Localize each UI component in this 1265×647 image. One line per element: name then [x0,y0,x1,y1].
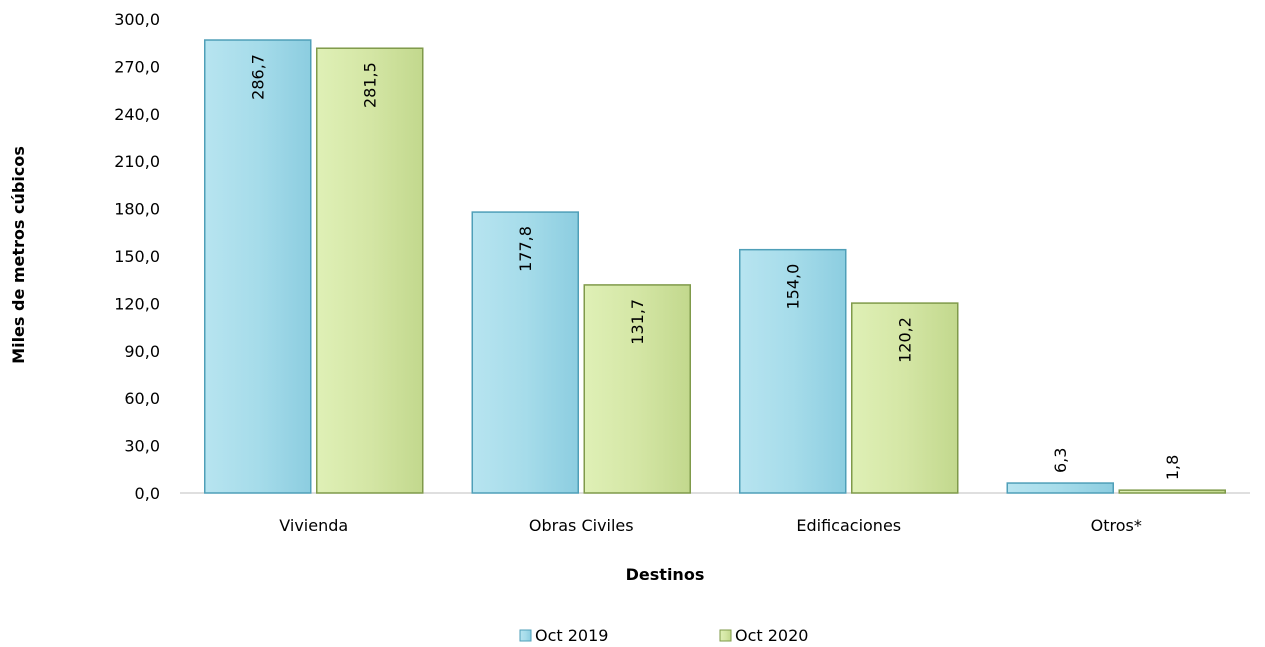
y-axis: 0,0 30,0 60,0 90,0 120,0 150,0 180,0 210,0 240,0… [114,10,160,503]
x-tick-label: Otros* [1091,516,1142,535]
y-tick-label: 90,0 [124,342,160,361]
data-label: 154,0 [784,264,803,310]
y-tick-label: 60,0 [124,389,160,408]
data-label: 286,7 [249,54,268,100]
bar-oct-2019 [204,39,312,494]
data-label: 6,3 [1051,448,1070,473]
y-tick-label: 210,0 [114,152,160,171]
data-label: 281,5 [361,62,380,108]
y-tick-label: 240,0 [114,105,160,124]
x-tick-label: Edificaciones [796,516,901,535]
x-axis: Vivienda Obras Civiles Edificaciones Otros* [180,492,1250,535]
data-label: 120,2 [896,317,915,363]
y-tick-label: 120,0 [114,294,160,313]
bar-oct-2020 [316,47,424,494]
bars [204,39,1226,494]
y-tick-label: 270,0 [114,57,160,76]
y-axis-title: Miles de metros cúbicos [9,146,28,364]
legend-swatch-oct-2019 [519,629,532,642]
x-tick-label: Vivienda [279,516,348,535]
legend: Oct 2019 Oct 2020 [519,626,808,645]
bar-oct-2019 [1006,482,1114,494]
data-labels: 286,7 281,5 177,8 131,7 154,0 120,2 6,3 1,8 [249,54,1183,480]
data-label: 1,8 [1163,455,1182,480]
x-axis-title: Destinos [626,565,705,584]
legend-label-oct-2019: Oct 2019 [535,626,608,645]
y-tick-label: 300,0 [114,10,160,29]
bar-oct-2020 [1118,489,1226,494]
bar-oct-2020 [851,302,959,494]
legend-label-oct-2020: Oct 2020 [735,626,808,645]
y-tick-label: 30,0 [124,437,160,456]
data-label: 177,8 [516,226,535,272]
y-tick-label: 150,0 [114,247,160,266]
bar-oct-2020 [583,284,691,494]
y-tick-label: 0,0 [135,484,160,503]
bar-oct-2019 [739,248,847,494]
bar-oct-2019 [471,211,579,494]
y-tick-label: 180,0 [114,200,160,219]
legend-swatch-oct-2020 [719,629,732,642]
data-label: 131,7 [628,299,647,345]
x-tick-label: Obras Civiles [529,516,634,535]
